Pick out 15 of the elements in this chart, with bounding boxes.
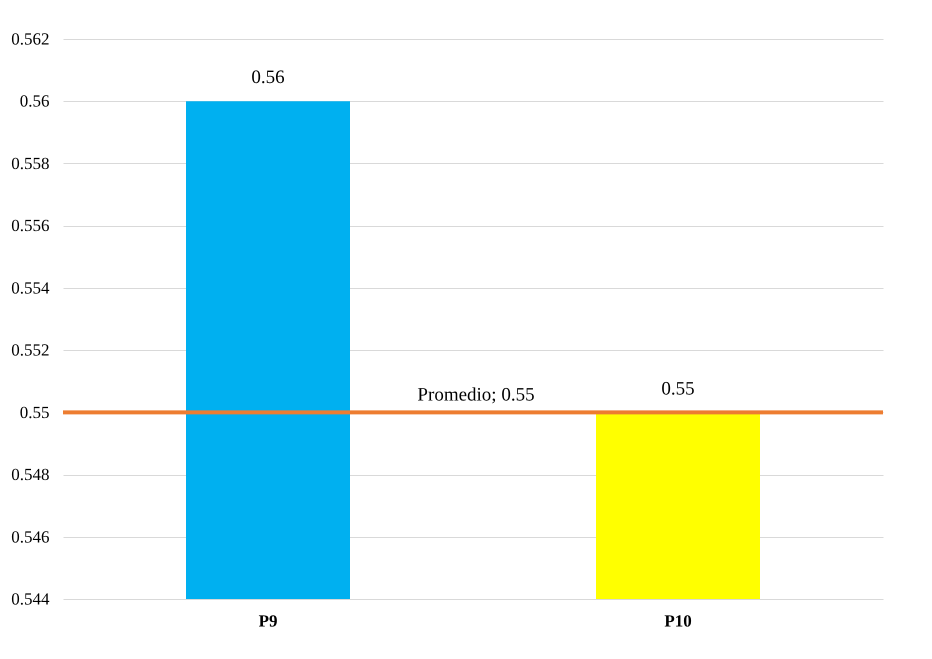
y-tick-label: 0.56 — [20, 92, 50, 111]
y-tick-label: 0.556 — [11, 216, 50, 236]
x-tick-label: P9 — [258, 612, 278, 630]
x-tick-label: P10 — [664, 612, 692, 630]
y-tick-label: 0.552 — [11, 340, 50, 360]
ref-line-label: Promedio; 0.55 — [417, 384, 535, 406]
y-tick-label: 0.546 — [11, 527, 50, 546]
y-tick-label: 0.548 — [11, 465, 50, 484]
y-tick-label: 0.554 — [11, 278, 50, 298]
y-tick-label: 0.55 — [20, 402, 50, 422]
y-tick-label: 0.544 — [11, 590, 50, 608]
y-tick-label: 0.558 — [11, 154, 50, 173]
data-label: 0.55 — [661, 378, 695, 400]
y-tick-label: 0.562 — [11, 30, 50, 48]
data-label: 0.56 — [251, 67, 285, 88]
